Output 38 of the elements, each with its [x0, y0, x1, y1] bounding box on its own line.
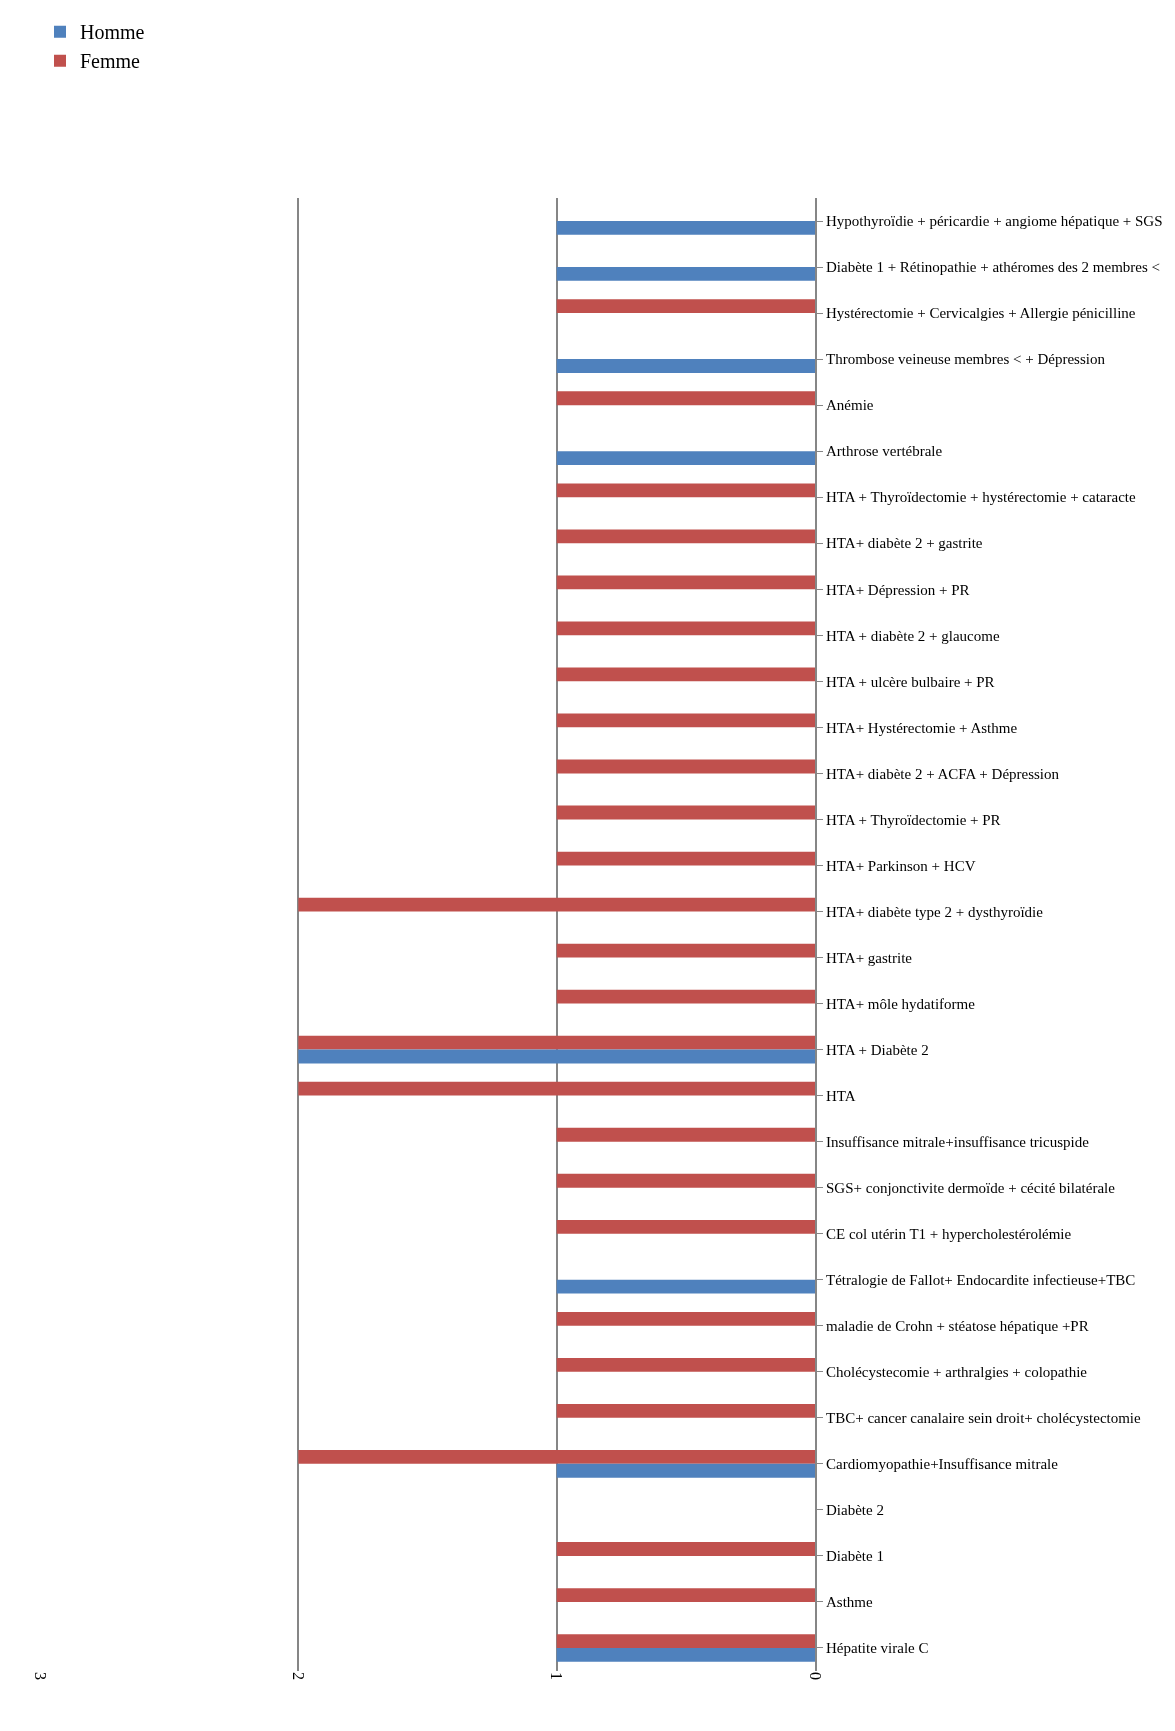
y-tick-label: Hypothyroïdie + péricardie + angiome hépatique + SGS — [826, 213, 1163, 230]
y-tick-label: HTA + Diabète 2 — [826, 1041, 929, 1058]
y-tick-label: Diabète 2 — [826, 1502, 884, 1519]
y-tick-label: HTA+ Hystérectomie + Asthme — [826, 719, 1018, 736]
x-tick-label: 1 — [548, 1672, 566, 1680]
y-tick-label: HTA — [826, 1087, 856, 1104]
y-tick-label: HTA+ diabète type 2 + dysthyroïdie — [826, 903, 1044, 920]
y-tick-label: Anémie — [826, 397, 874, 414]
y-tick-label: HTA+ Parkinson + HCV — [826, 857, 976, 874]
y-tick-label: Asthme — [826, 1594, 873, 1611]
y-tick-label: TBC+ cancer canalaire sein droit+ cholécystectomie — [826, 1410, 1142, 1427]
y-tick-label: Hystérectomie + Cervicalgies + Allergie pénicilline — [826, 305, 1136, 322]
y-tick-label: CE col utérin T1 + hypercholestérolémie — [826, 1225, 1072, 1242]
x-tick-label: 0 — [806, 1672, 824, 1680]
legend-label: Femme — [80, 50, 141, 73]
y-tick-label: Hépatite virale C — [826, 1640, 929, 1657]
y-tick-label: HTA+ diabète 2 + ACFA + Dépression — [826, 765, 1060, 782]
legend-label: Homme — [80, 21, 145, 44]
x-tick-label: 3 — [31, 1672, 49, 1680]
y-tick-label: Tétralogie de Fallot+ Endocardite infectieuse+TBC — [826, 1271, 1136, 1288]
y-tick-label: HTA+ diabète 2 + gastrite — [826, 535, 983, 552]
y-tick-label: Arthrose vertébrale — [826, 443, 943, 460]
x-tick-label: 2 — [290, 1672, 308, 1680]
y-tick-label: Cholécystecomie + arthralgies + colopathie — [826, 1364, 1088, 1381]
y-tick-label: Diabète 1 — [826, 1548, 884, 1565]
y-tick-label: HTA + Thyroïdectomie + PR — [826, 811, 1001, 828]
y-tick-label: HTA+ môle hydatiforme — [826, 995, 976, 1012]
y-tick-label: Insuffisance mitrale+insuffisance tricuspide — [826, 1133, 1090, 1150]
y-tick-label: Cardiomyopathie+Insuffisance mitrale — [826, 1456, 1059, 1473]
y-tick-label: HTA+ Dépression + PR — [826, 581, 970, 598]
y-tick-label: HTA+ gastrite — [826, 949, 913, 966]
y-tick-label: Thrombose veineuse membres < + Dépression — [826, 351, 1106, 368]
y-tick-label: HTA + ulcère bulbaire + PR — [826, 673, 995, 690]
y-tick-label: SGS+ conjonctivite dermoïde + cécité bilatérale — [826, 1179, 1116, 1196]
y-tick-label: HTA + diabète 2 + glaucome — [826, 627, 1000, 644]
y-tick-label: maladie de Crohn + stéatose hépatique +PR — [826, 1318, 1089, 1335]
y-tick-label: HTA + Thyroïdectomie + hystérectomie + cataracte — [826, 489, 1136, 506]
y-tick-label: Diabète 1 + Rétinopathie + athéromes des 2 membres < — [826, 259, 1161, 276]
